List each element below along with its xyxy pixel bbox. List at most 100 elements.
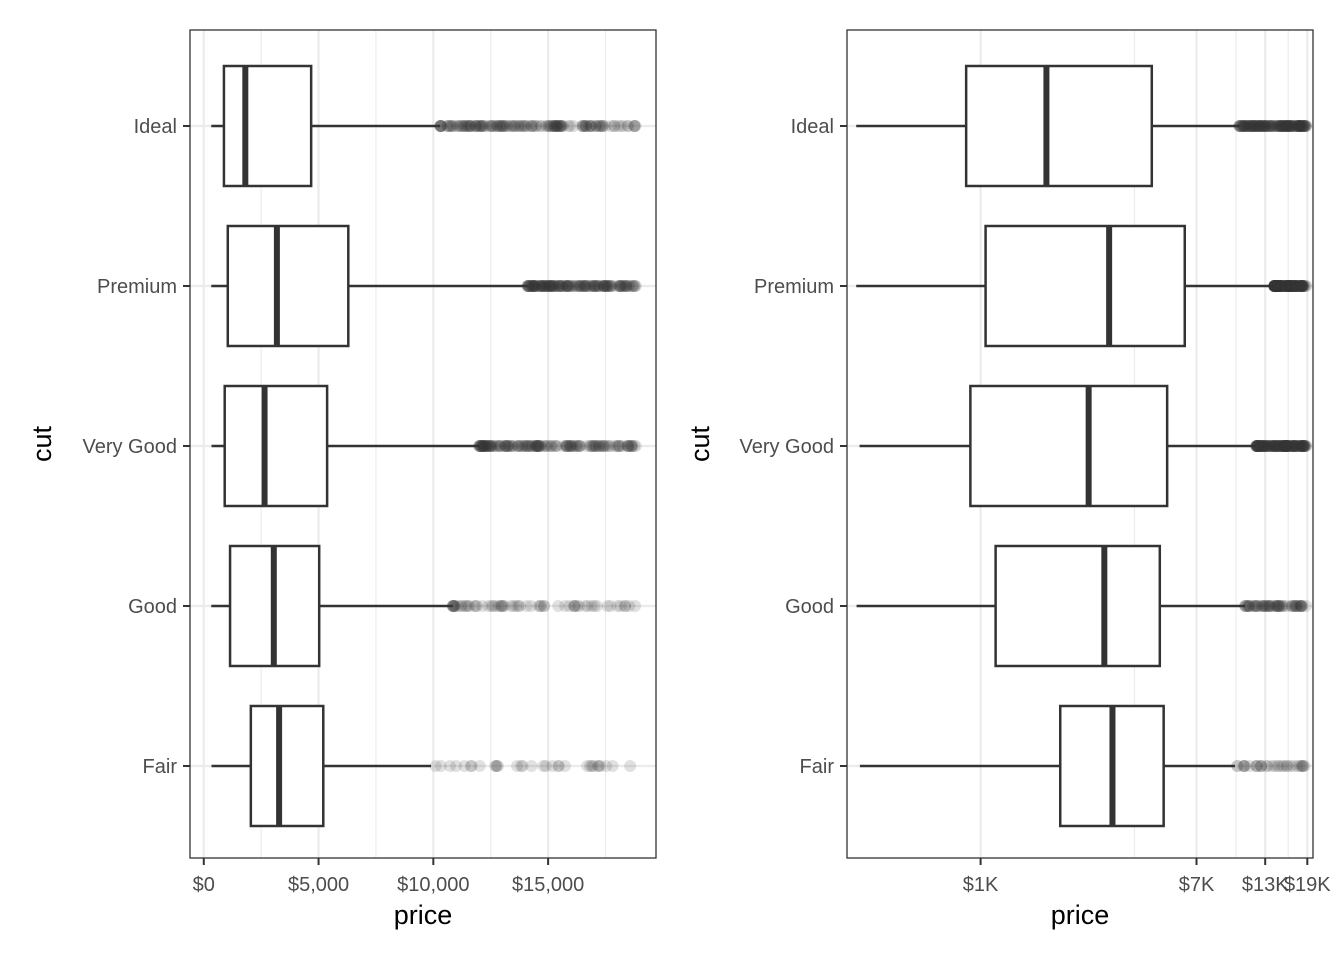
outlier-point xyxy=(1269,280,1282,292)
outlier-point xyxy=(1250,760,1263,772)
outlier-point xyxy=(522,280,535,292)
outlier-point xyxy=(629,280,642,292)
outlier-point xyxy=(1248,600,1261,612)
outlier-point xyxy=(542,280,555,292)
outlier-point xyxy=(1285,120,1298,132)
outlier-point xyxy=(554,120,567,132)
x-tick-label: $10,000 xyxy=(397,874,469,896)
outlier-point xyxy=(1261,440,1274,452)
outlier-point xyxy=(1292,120,1305,132)
outlier-point xyxy=(1291,760,1304,772)
outlier-point xyxy=(560,440,573,452)
outlier-point xyxy=(1287,280,1300,292)
outlier-point xyxy=(1281,440,1294,452)
outlier-point xyxy=(578,280,591,292)
outlier-point xyxy=(464,760,477,772)
outlier-point xyxy=(606,760,619,772)
outlier-point xyxy=(1241,600,1254,612)
outlier-point xyxy=(1300,120,1313,132)
outlier-point xyxy=(1276,120,1289,132)
outlier-point xyxy=(1270,120,1283,132)
outlier-point xyxy=(1294,600,1307,612)
x-tick-label: $5,000 xyxy=(288,874,349,896)
outlier-point xyxy=(568,600,581,612)
box-very-good xyxy=(859,384,1313,508)
outlier-point xyxy=(1298,760,1311,772)
outlier-point xyxy=(1248,120,1261,132)
outlier-point xyxy=(548,120,561,132)
outlier-point xyxy=(573,600,586,612)
outlier-point xyxy=(586,440,599,452)
outlier-point xyxy=(514,120,527,132)
outlier-point xyxy=(1295,600,1308,612)
box-fair xyxy=(859,704,1311,828)
outlier-point xyxy=(576,280,589,292)
outlier-point xyxy=(525,280,538,292)
outlier-point xyxy=(625,440,638,452)
outlier-point xyxy=(621,440,634,452)
outlier-point xyxy=(1286,440,1299,452)
outlier-point xyxy=(527,280,540,292)
outlier-point xyxy=(543,280,556,292)
outlier-point xyxy=(533,440,546,452)
outlier-point xyxy=(1272,600,1285,612)
outlier-point xyxy=(434,120,447,132)
outlier-point xyxy=(1290,280,1303,292)
outlier-point xyxy=(622,120,635,132)
outlier-point xyxy=(551,120,564,132)
outlier-point xyxy=(561,440,574,452)
outlier-point xyxy=(490,120,503,132)
outlier-point xyxy=(549,280,562,292)
outlier-point xyxy=(511,120,524,132)
outlier-point xyxy=(1248,120,1261,132)
outlier-point xyxy=(1234,120,1247,132)
outlier-point xyxy=(530,280,543,292)
outlier-point xyxy=(1233,120,1246,132)
outlier-point xyxy=(547,280,560,292)
outlier-point xyxy=(1268,600,1281,612)
outlier-point xyxy=(489,760,502,772)
outlier-point xyxy=(490,120,503,132)
outlier-point xyxy=(492,120,505,132)
outlier-point xyxy=(1279,120,1292,132)
outlier-point xyxy=(446,600,459,612)
outlier-point xyxy=(527,280,540,292)
outlier-point xyxy=(1296,280,1309,292)
outlier-point xyxy=(602,280,615,292)
outlier-point xyxy=(484,120,497,132)
outlier-point xyxy=(1261,440,1274,452)
outlier-point xyxy=(1258,120,1271,132)
outlier-point xyxy=(1284,120,1297,132)
outlier-point xyxy=(1284,280,1297,292)
outlier-point xyxy=(1284,280,1297,292)
outlier-point xyxy=(448,600,461,612)
outlier-point xyxy=(553,280,566,292)
outlier-point xyxy=(545,440,558,452)
outlier-point xyxy=(621,440,634,452)
outlier-point xyxy=(1278,280,1291,292)
outlier-point xyxy=(489,440,502,452)
outlier-point xyxy=(621,440,634,452)
outlier-point xyxy=(572,440,585,452)
outlier-point xyxy=(1257,440,1270,452)
outlier-point xyxy=(538,280,551,292)
outlier-point xyxy=(1236,120,1249,132)
outlier-point xyxy=(1295,280,1308,292)
outlier-point xyxy=(1277,280,1290,292)
outlier-point xyxy=(449,600,462,612)
outlier-point xyxy=(1278,600,1291,612)
outlier-point xyxy=(1293,120,1306,132)
outlier-point xyxy=(435,120,448,132)
outlier-point xyxy=(501,120,514,132)
outlier-point xyxy=(539,760,552,772)
outlier-point xyxy=(1281,440,1294,452)
y-axis-title: cut xyxy=(685,425,715,462)
outlier-point xyxy=(590,280,603,292)
outlier-point xyxy=(1295,280,1308,292)
outlier-point xyxy=(434,120,447,132)
outlier-point xyxy=(621,120,634,132)
outlier-point xyxy=(1275,760,1288,772)
outlier-point xyxy=(525,120,538,132)
outlier-point xyxy=(624,760,637,772)
outlier-point xyxy=(1270,440,1283,452)
